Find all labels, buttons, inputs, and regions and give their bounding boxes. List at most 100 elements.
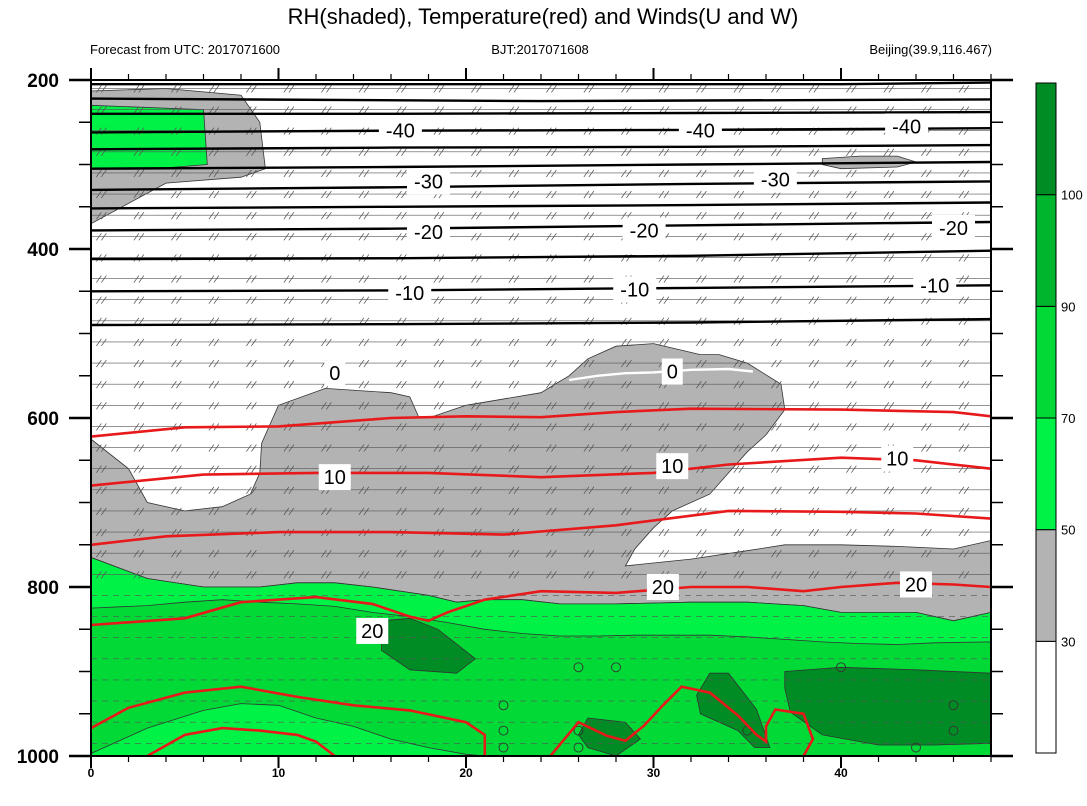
wind-barb [888, 211, 895, 220]
wind-barb [471, 211, 477, 220]
wind-barb [583, 423, 590, 431]
wind-barb [926, 233, 932, 241]
wind-barb [133, 317, 140, 326]
wind-barb [626, 571, 632, 579]
wind-barb [921, 233, 927, 241]
contour-label-text: -40 [386, 121, 415, 143]
wind-barb [133, 528, 140, 537]
wind-barb [288, 296, 295, 304]
wind-barb [776, 423, 782, 431]
wind-barb [358, 296, 365, 304]
wind-barb [433, 106, 440, 114]
wind-barb [176, 571, 182, 579]
wind-barb [921, 380, 927, 389]
wind-barb [101, 338, 107, 347]
rh-region-gray-mid [91, 343, 991, 622]
wind-barb [738, 211, 745, 220]
contour-label: 20 [356, 617, 389, 644]
wind-barb [738, 233, 745, 241]
contour-label-text: -20 [630, 220, 659, 242]
wind-barb [883, 402, 890, 410]
wind-barb [438, 549, 445, 558]
wind-barb [658, 169, 665, 178]
wind-barb [358, 465, 365, 473]
wind-barb [546, 233, 552, 241]
wind-barb [321, 169, 327, 178]
wind-barb [551, 190, 557, 199]
wind-barb [133, 423, 140, 431]
wind-barb [658, 127, 665, 135]
wind-barb [171, 233, 177, 241]
wind-barb [701, 528, 707, 537]
wind-barb [658, 85, 665, 93]
wind-barb [513, 423, 520, 431]
wind-barb [433, 359, 440, 368]
wind-barb [963, 402, 970, 410]
y-tick-label: 1000 [17, 747, 59, 768]
wind-barb [288, 233, 295, 241]
wind-barb [808, 444, 815, 452]
wind-barb [171, 486, 177, 495]
wind-barb [733, 148, 740, 157]
wind-barb [513, 444, 520, 452]
wind-barb [583, 571, 590, 579]
wind-barb [101, 528, 107, 537]
wind-barb [213, 211, 220, 220]
wind-barb [776, 85, 782, 93]
wind-barb [583, 296, 590, 304]
wind-barb [96, 190, 102, 199]
wind-barb [846, 465, 852, 473]
wind-barb [513, 211, 520, 220]
wind-barb [363, 486, 370, 495]
wind-barb [701, 380, 707, 389]
contour-label: -20 [622, 217, 666, 244]
wind-barb [251, 211, 257, 220]
wind-barb [133, 507, 140, 516]
wind-barb [213, 549, 220, 558]
wind-barb [438, 571, 445, 579]
wind-barb [101, 380, 107, 389]
wind-barb [96, 296, 102, 304]
wind-barb [921, 402, 927, 410]
wind-barb [133, 85, 140, 93]
wind-barb [771, 380, 777, 389]
wind-barb [776, 296, 782, 304]
wind-barb [508, 571, 515, 579]
wind-barb [738, 423, 745, 431]
wind-barb [321, 423, 327, 431]
wind-barb [583, 486, 590, 495]
wind-barb [171, 296, 177, 304]
wind-barb [851, 148, 857, 157]
wind-barb [476, 444, 482, 452]
wind-barb [283, 106, 290, 114]
wind-barb [96, 275, 102, 283]
wind-barb [888, 338, 895, 347]
wind-barb [101, 233, 107, 241]
wind-barb [808, 169, 815, 178]
wind-barb [776, 380, 782, 389]
wind-barb [133, 402, 140, 410]
wind-barb [551, 507, 557, 516]
wind-barb [321, 190, 327, 199]
wind-barb [471, 486, 477, 495]
contour-label-box [613, 276, 657, 303]
wind-barb [326, 423, 332, 431]
contour-label-box [753, 166, 797, 193]
wind-barb [363, 549, 370, 558]
contour-label: -30 [407, 168, 450, 195]
wind-barb [251, 402, 257, 410]
wind-barb [213, 486, 220, 495]
wind-barb [621, 148, 627, 157]
wind-barb [326, 507, 332, 516]
wind-barb [208, 169, 215, 178]
wind-barb [438, 507, 445, 516]
wind-barb [583, 211, 590, 220]
x-tick-label: 10 [272, 766, 286, 780]
wind-barb [251, 359, 257, 368]
wind-barb [508, 359, 515, 368]
wind-barb [433, 507, 440, 516]
wind-barb [283, 233, 290, 241]
calm-wind-marker [911, 742, 921, 753]
wind-barb [508, 85, 515, 93]
wind-barb [138, 528, 145, 537]
